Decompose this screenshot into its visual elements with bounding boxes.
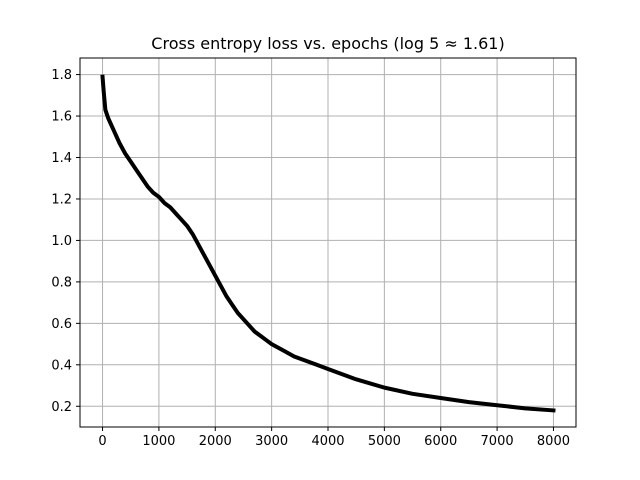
y-tick-label: 1.6 xyxy=(51,110,72,125)
chart-title: Cross entropy loss vs. epochs (log 5 ≈ 1… xyxy=(151,34,504,53)
y-tick-label: 1.0 xyxy=(51,234,72,249)
y-tick-label: 1.4 xyxy=(51,151,72,166)
x-tick-label: 5000 xyxy=(368,434,401,449)
x-tick-label: 1000 xyxy=(142,434,175,449)
x-tick-label: 3000 xyxy=(255,434,288,449)
y-tick-label: 0.6 xyxy=(51,317,72,332)
y-tick-label: 0.8 xyxy=(51,275,72,290)
y-tick-label: 1.2 xyxy=(51,192,72,207)
tick-layer: 0 1000 2000 3000 4000 5000 6000 7000 8000 0.2 0.4 0… xyxy=(51,68,570,449)
x-tick-label: 8000 xyxy=(537,434,570,449)
x-tick-label: 4000 xyxy=(311,434,344,449)
x-tick-label: 2000 xyxy=(199,434,232,449)
y-tick-label: 1.8 xyxy=(51,68,72,83)
series-layer xyxy=(100,74,556,413)
x-tick-label: 7000 xyxy=(481,434,514,449)
x-tick-label: 6000 xyxy=(424,434,457,449)
y-tick-label: 0.2 xyxy=(51,400,72,415)
loss-series-line xyxy=(100,74,556,413)
x-tick-label: 0 xyxy=(98,434,106,449)
y-tick-label: 0.4 xyxy=(51,358,72,373)
